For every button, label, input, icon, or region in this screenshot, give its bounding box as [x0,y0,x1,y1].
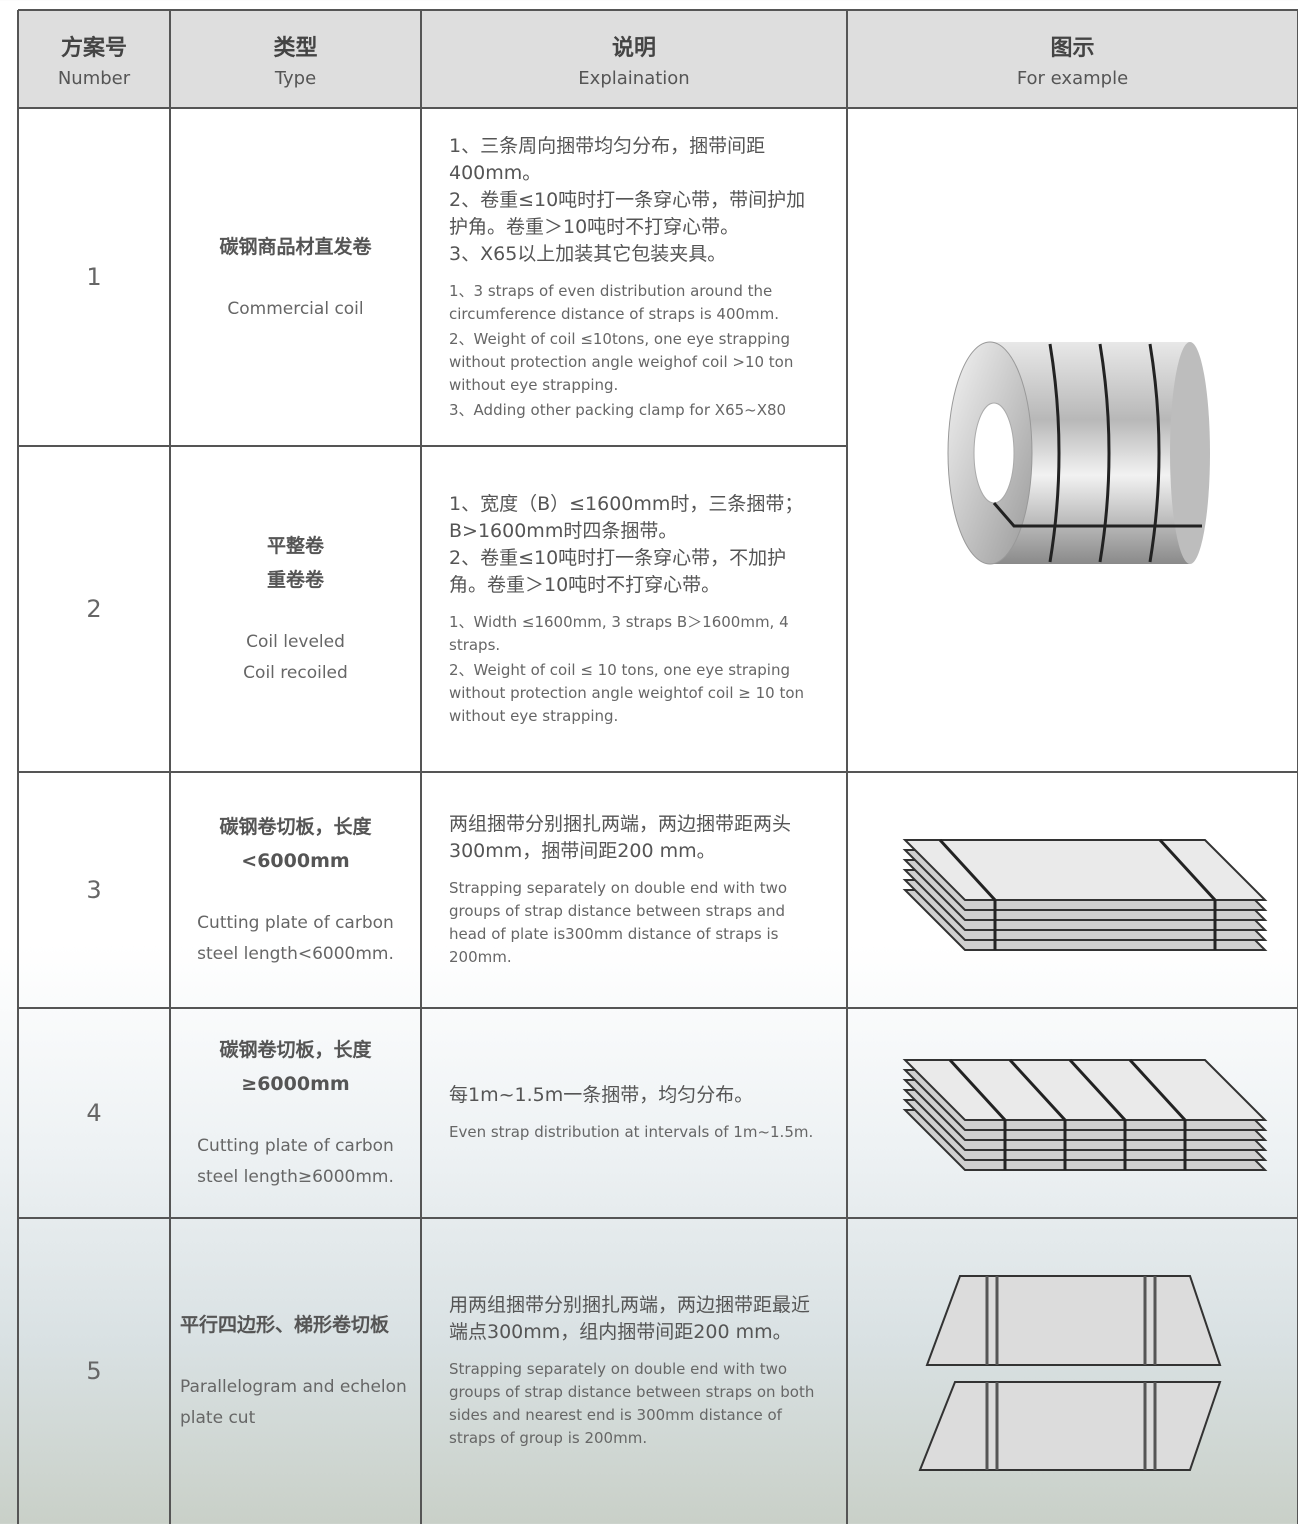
header-en: For example [1016,67,1129,89]
row-border [18,107,1298,109]
explain-en: Even strap distribution at intervals of … [449,1123,814,1141]
header-zh: 图示 [1050,35,1095,61]
column-border [17,10,19,1524]
type-en: Coil recoiled [243,663,348,683]
header-en: Type [274,67,317,89]
header-zh: 方案号 [60,35,127,61]
type-cell: 平整卷重卷卷 Coil leveled Coil recoiled [170,446,421,772]
explanation-cell: 1、宽度（B）≤1600mm时，三条捆带；B>1600mm时四条捆带。 2、卷重≤… [421,446,847,772]
row-number: 4 [18,1008,170,1218]
type-zh: 碳钢卷切板，长度<6000mm [219,816,372,872]
spacer [449,1346,819,1356]
column-border [846,10,848,1524]
number: 2 [86,595,102,623]
type-zh: 碳钢卷切板，长度≥6000mm [219,1039,372,1095]
explain-en: 1、3 straps of even distribution around t… [449,281,780,323]
header-en: Explaination [578,67,690,89]
explain-zh: 2、卷重≤10吨时打一条穿心带，不加护角。卷重＞10吨时不打穿心带。 [449,546,787,596]
explain-en: Strapping separately on double end with … [449,879,788,966]
explain-zh: 1、宽度（B）≤1600mm时，三条捆带；B>1600mm时四条捆带。 [449,492,804,542]
type-cell: 平行四边形、梯形卷切板 Parallelogram and echelon pla… [170,1218,421,1524]
explanation-cell: 用两组捆带分别捆扎两端，两边捆带距最近端点300mm，组内捆带间距200 mm。… [421,1218,847,1524]
column-border [169,10,171,1524]
header-en: Number [57,67,131,89]
spacer [449,268,819,278]
explain-zh: 2、卷重≤10吨时打一条穿心带，带间护加护角。卷重＞10吨时不打穿心带。 [449,188,806,238]
type-en: Coil leveled [246,632,345,652]
row-number: 1 [18,108,170,446]
type-en: Parallelogram and echelon plate cut [180,1377,407,1428]
number: 5 [86,1357,102,1385]
row-border [18,771,1298,773]
plate-stack-illustration [902,838,1268,951]
spacer [449,1109,819,1119]
explain-zh: 每1m~1.5m一条捆带，均匀分布。 [449,1084,754,1106]
type-zh: 碳钢商品材直发卷 [219,235,372,258]
explain-zh: 3、X65以上加装其它包装夹具。 [449,242,727,265]
explain-en: 3、Adding other packing clamp for X65~X80 [449,400,787,419]
row-border [18,9,1298,11]
explain-en: 2、Weight of coil ≤ 10 tons, one eye stra… [449,660,805,725]
explain-zh: 两组捆带分别捆扎两端，两边捆带距两头300mm，捆带间距200 mm。 [449,813,792,862]
type-en: Cutting plate of carbon steel length<600… [197,913,394,964]
explain-en: 1、Width ≤1600mm, 3 straps B＞1600mm, 4 st… [449,612,789,654]
column-border [420,10,422,1524]
explain-zh: 用两组捆带分别捆扎两端，两边捆带距最近端点300mm，组内捆带间距200 mm。 [449,1294,811,1343]
number: 3 [86,876,102,904]
parallelogram-illustration [918,1275,1222,1471]
row-border [18,1007,1298,1009]
explanation-cell: 两组捆带分别捆扎两端，两边捆带距两头300mm，捆带间距200 mm。 Strap… [421,772,847,1008]
row-number: 5 [18,1218,170,1524]
row-border [18,1217,1298,1219]
header-cell: 方案号 Number [18,10,170,108]
header-zh: 说明 [611,35,656,61]
explain-en: Strapping separately on double end with … [449,1360,815,1447]
type-en: Commercial coil [227,298,364,319]
header-cell: 说明 Explaination [421,10,847,108]
coil-illustration [947,341,1210,565]
row-number: 2 [18,446,170,772]
type-en: Cutting plate of carbon steel length≥600… [197,1136,394,1187]
explanation-cell: 1、三条周向捆带均匀分布，捆带间距400mm。 2、卷重≤10吨时打一条穿心带，带… [421,108,847,446]
number: 1 [86,263,102,291]
spacer [449,599,819,609]
type-zh: 平行四边形、梯形卷切板 [180,1314,390,1336]
header-zh: 类型 [273,35,318,61]
explanation-cell: 每1m~1.5m一条捆带，均匀分布。 Even strap distributio… [421,1008,847,1218]
spacer [449,865,819,875]
header-cell: 类型 Type [170,10,421,108]
header-cell: 图示 For example [847,10,1298,108]
long-plate-stack-illustration [902,1058,1268,1171]
explain-zh: 1、三条周向捆带均匀分布，捆带间距400mm。 [449,134,766,184]
type-cell: 碳钢商品材直发卷 Commercial coil [170,108,421,446]
type-cell: 碳钢卷切板，长度≥6000mm Cutting plate of carbon s… [170,1008,421,1218]
explain-en: 2、Weight of coil ≤10tons, one eye strapp… [449,329,794,394]
number: 4 [86,1099,102,1127]
type-cell: 碳钢卷切板，长度<6000mm Cutting plate of carbon s… [170,772,421,1008]
type-zh: 平整卷 [266,535,324,557]
type-zh: 重卷卷 [266,569,324,591]
row-border [18,445,847,447]
row-number: 3 [18,772,170,1008]
